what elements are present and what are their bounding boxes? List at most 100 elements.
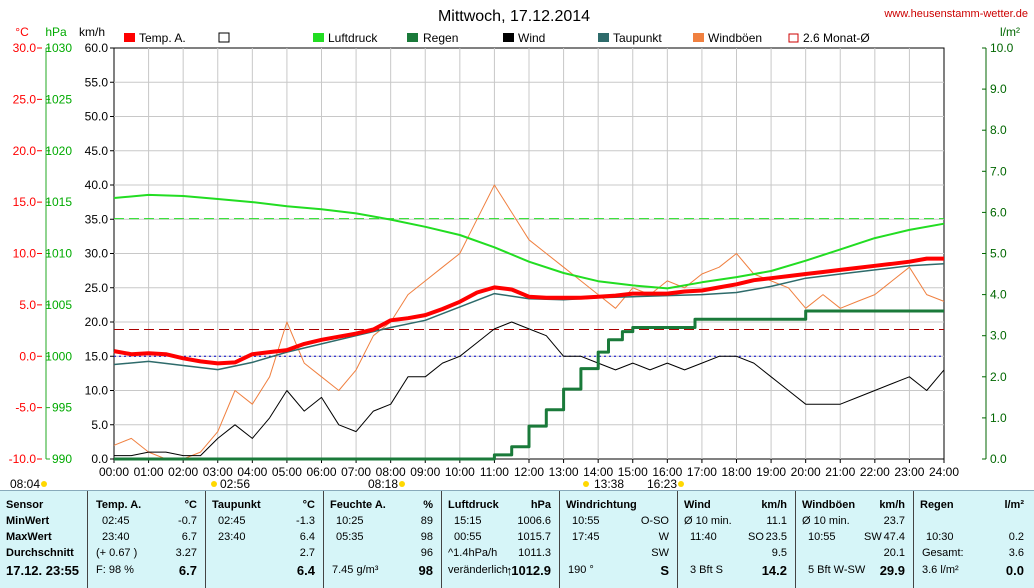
x-tick-label: 21:00 (825, 465, 855, 479)
dir-max-time: 17:45 (572, 531, 600, 543)
y-axes: 60.0 55.0 50.0 45.0 40.0 35.0 30.0 25.0 20.0 15.0… (9, 41, 1014, 466)
press-tick-label: 995 (52, 401, 72, 415)
temp-tick-label: 10.0 (13, 247, 37, 261)
wind-tick-label: 20.0 (85, 315, 109, 329)
wind-tick-label: 55.0 (85, 75, 109, 89)
legend-gust: Windböen (708, 31, 762, 45)
legend-swatch-wind (503, 33, 514, 42)
temp-max-time: 23:40 (102, 531, 130, 543)
x-tick-label: 20:00 (791, 465, 821, 479)
rain-tick-label: 5.0 (990, 247, 1007, 261)
x-tick-label: 06:00 (306, 465, 336, 479)
x-tick-label: 13:00 (549, 465, 579, 479)
rain-head: Regen (920, 499, 954, 511)
label-max: MaxWert (6, 531, 52, 543)
series-rain (114, 309, 944, 461)
wind-tick-label: 45.0 (85, 144, 109, 158)
legend-rain: Regen (423, 31, 458, 45)
legend-swatch-gust (693, 33, 704, 42)
x-tick-label: 01:00 (134, 465, 164, 479)
temp-tick-label: -10.0 (9, 452, 37, 466)
legend-dew: Taupunkt (613, 31, 662, 45)
series-temperature (113, 256, 944, 366)
gust-max-dir: SW (864, 531, 882, 543)
x-tick-label: 09:00 (410, 465, 440, 479)
hum-min-time: 10:25 (336, 515, 364, 527)
gust-max-time: 10:55 (808, 531, 836, 543)
temp-tick-label: 20.0 (13, 144, 37, 158)
dir-min-val: O-SO (640, 515, 669, 527)
time-marker-dot (678, 481, 684, 487)
temp-avg-val: 3.27 (175, 547, 197, 559)
gust-max-val: 47.4 (883, 531, 905, 543)
site-url[interactable]: www.heusenstamm-wetter.de (883, 8, 1028, 20)
rain-avg-val: 3.6 (1008, 547, 1024, 559)
x-tick-label: 15:00 (618, 465, 648, 479)
dir-min-time: 10:55 (572, 515, 600, 527)
temp-unit: °C (15, 25, 29, 39)
temp-max-val: 6.7 (181, 531, 197, 543)
temp-tick-label: 15.0 (13, 195, 37, 209)
dir-head: Windrichtung (566, 499, 637, 511)
temp-head: Temp. A. (96, 499, 142, 511)
wind-min-note: Ø 10 min. (684, 515, 732, 527)
dew-min-val: -1.3 (296, 515, 315, 527)
legend-temp: Temp. A. (139, 31, 186, 45)
dew-min-time: 02:45 (218, 515, 246, 527)
series-group (113, 184, 945, 461)
press-tick-label: 1000 (45, 349, 72, 363)
label-avg: Durchschnitt (6, 547, 74, 559)
gust-min-note: Ø 10 min. (802, 515, 850, 527)
x-tick-label: 17:00 (687, 465, 717, 479)
rain-tick-label: 3.0 (990, 329, 1007, 343)
col-pressure: Luftdruck hPa 15:15 1006.6 00:55 1015.7 … (442, 491, 560, 588)
series-pressure (113, 193, 945, 290)
hum-max-val: 98 (420, 531, 433, 543)
hum-avg-val: 96 (420, 547, 433, 559)
time-marker-dot (583, 481, 589, 487)
rain-max-time: 10:30 (926, 531, 954, 543)
dew-now-val: 6.4 (296, 563, 315, 578)
rain-tick-label: 6.0 (990, 205, 1007, 219)
wind-tick-label: 10.0 (85, 384, 109, 398)
x-tick-label: 14:00 (583, 465, 613, 479)
wind-tick-label: 50.0 (85, 110, 109, 124)
rain-max-val: 0.2 (1008, 531, 1024, 543)
rain-unit: l/m² (1000, 25, 1020, 39)
reference-lines (114, 218, 944, 357)
x-tick-label: 22:00 (860, 465, 890, 479)
wind-tick-label: 0.0 (91, 452, 108, 466)
rain-tick-label: 4.0 (990, 288, 1007, 302)
rain-tick-label: 7.0 (990, 164, 1007, 178)
col-temp: Temp. A. °C 02:45 -0.7 23:40 6.7 (+ 0.67… (88, 491, 206, 588)
temp-min-time: 02:45 (102, 515, 130, 527)
x-tick-label: 04:00 (237, 465, 267, 479)
press-avg-note: ^1.4hPa/h (448, 547, 498, 559)
col-dew: Taupunkt °C 02:45 -1.3 23:40 6.4 2.7 6.4 (206, 491, 324, 588)
rain-now-val: 0.0 (1005, 563, 1024, 578)
rain-tick-label: 9.0 (990, 82, 1007, 96)
time-marker-label: 08:04 (10, 477, 40, 490)
press-tick-label: 1025 (45, 92, 72, 106)
col-gust: Windböen km/h Ø 10 min. 23.7 10:55 SW 47… (796, 491, 914, 588)
press-trend-arrow: ↑ (506, 563, 513, 578)
x-tick-label: 23:00 (894, 465, 924, 479)
x-tick-label: 19:00 (756, 465, 786, 479)
label-sensor: Sensor (6, 499, 44, 511)
col-humidity: Feuchte A. % 10:25 89 05:35 98 96 7.45 g… (324, 491, 442, 588)
dir-now-note: 190 ° (568, 564, 594, 576)
x-tick-label: 11:00 (480, 465, 509, 479)
wind-unit: km/h (79, 25, 105, 39)
legend-swatch-dew (598, 33, 609, 42)
dew-unit-head: °C (302, 499, 315, 511)
x-tick-label: 00:00 (99, 465, 129, 479)
weather-chart: Mittwoch, 17.12.2014 www.heusenstamm-wet… (9, 8, 1028, 490)
time-marker-label: 13:38 (594, 477, 624, 490)
x-axis: 00:00 01:00 02:00 03:00 04:00 05:00 06:00 07:00… (99, 459, 959, 479)
temp-avg-delta: (+ 0.67 ) (96, 547, 138, 559)
press-avg-val: 1011.3 (518, 547, 551, 559)
wind-tick-label: 5.0 (91, 418, 108, 432)
chart-title: Mittwoch, 17.12.2014 (438, 8, 590, 25)
temp-tick-label: 25.0 (13, 92, 37, 106)
press-unit: hPa (45, 25, 67, 39)
